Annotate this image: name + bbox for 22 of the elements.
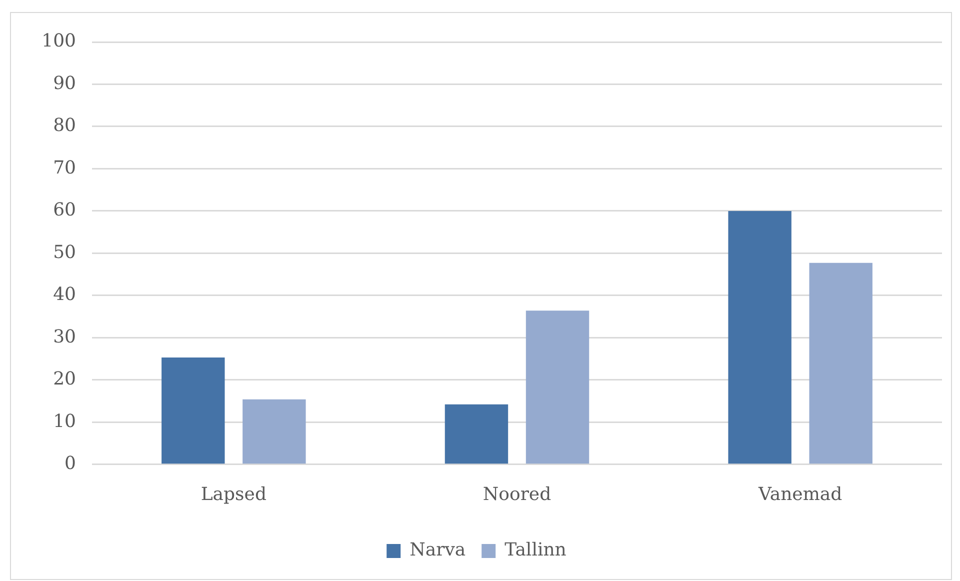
legend-label: Narva [410, 540, 466, 561]
y-tick-label: 50 [53, 242, 76, 263]
x-tick-label: Noored [482, 484, 552, 505]
bar [444, 404, 508, 464]
bar [728, 210, 792, 464]
x-tick-label: Vanemad [758, 484, 842, 505]
y-tick-label: 60 [53, 200, 76, 221]
bar [242, 399, 306, 464]
bar [526, 310, 590, 464]
bar [809, 262, 872, 464]
y-tick-label: 20 [53, 368, 76, 390]
y-tick-label: 100 [42, 30, 76, 52]
y-tick-label: 90 [53, 72, 76, 94]
y-tick-label: 0 [64, 453, 76, 474]
y-tick-label: 30 [53, 326, 76, 348]
legend-label: Tallinn [504, 540, 567, 561]
y-tick-label: 10 [53, 410, 76, 432]
y-tick-label: 80 [53, 115, 76, 136]
y-tick-label: 70 [53, 157, 76, 178]
bar [162, 358, 225, 464]
y-tick-label: 40 [53, 284, 76, 306]
x-tick-label: Lapsed [200, 484, 266, 505]
